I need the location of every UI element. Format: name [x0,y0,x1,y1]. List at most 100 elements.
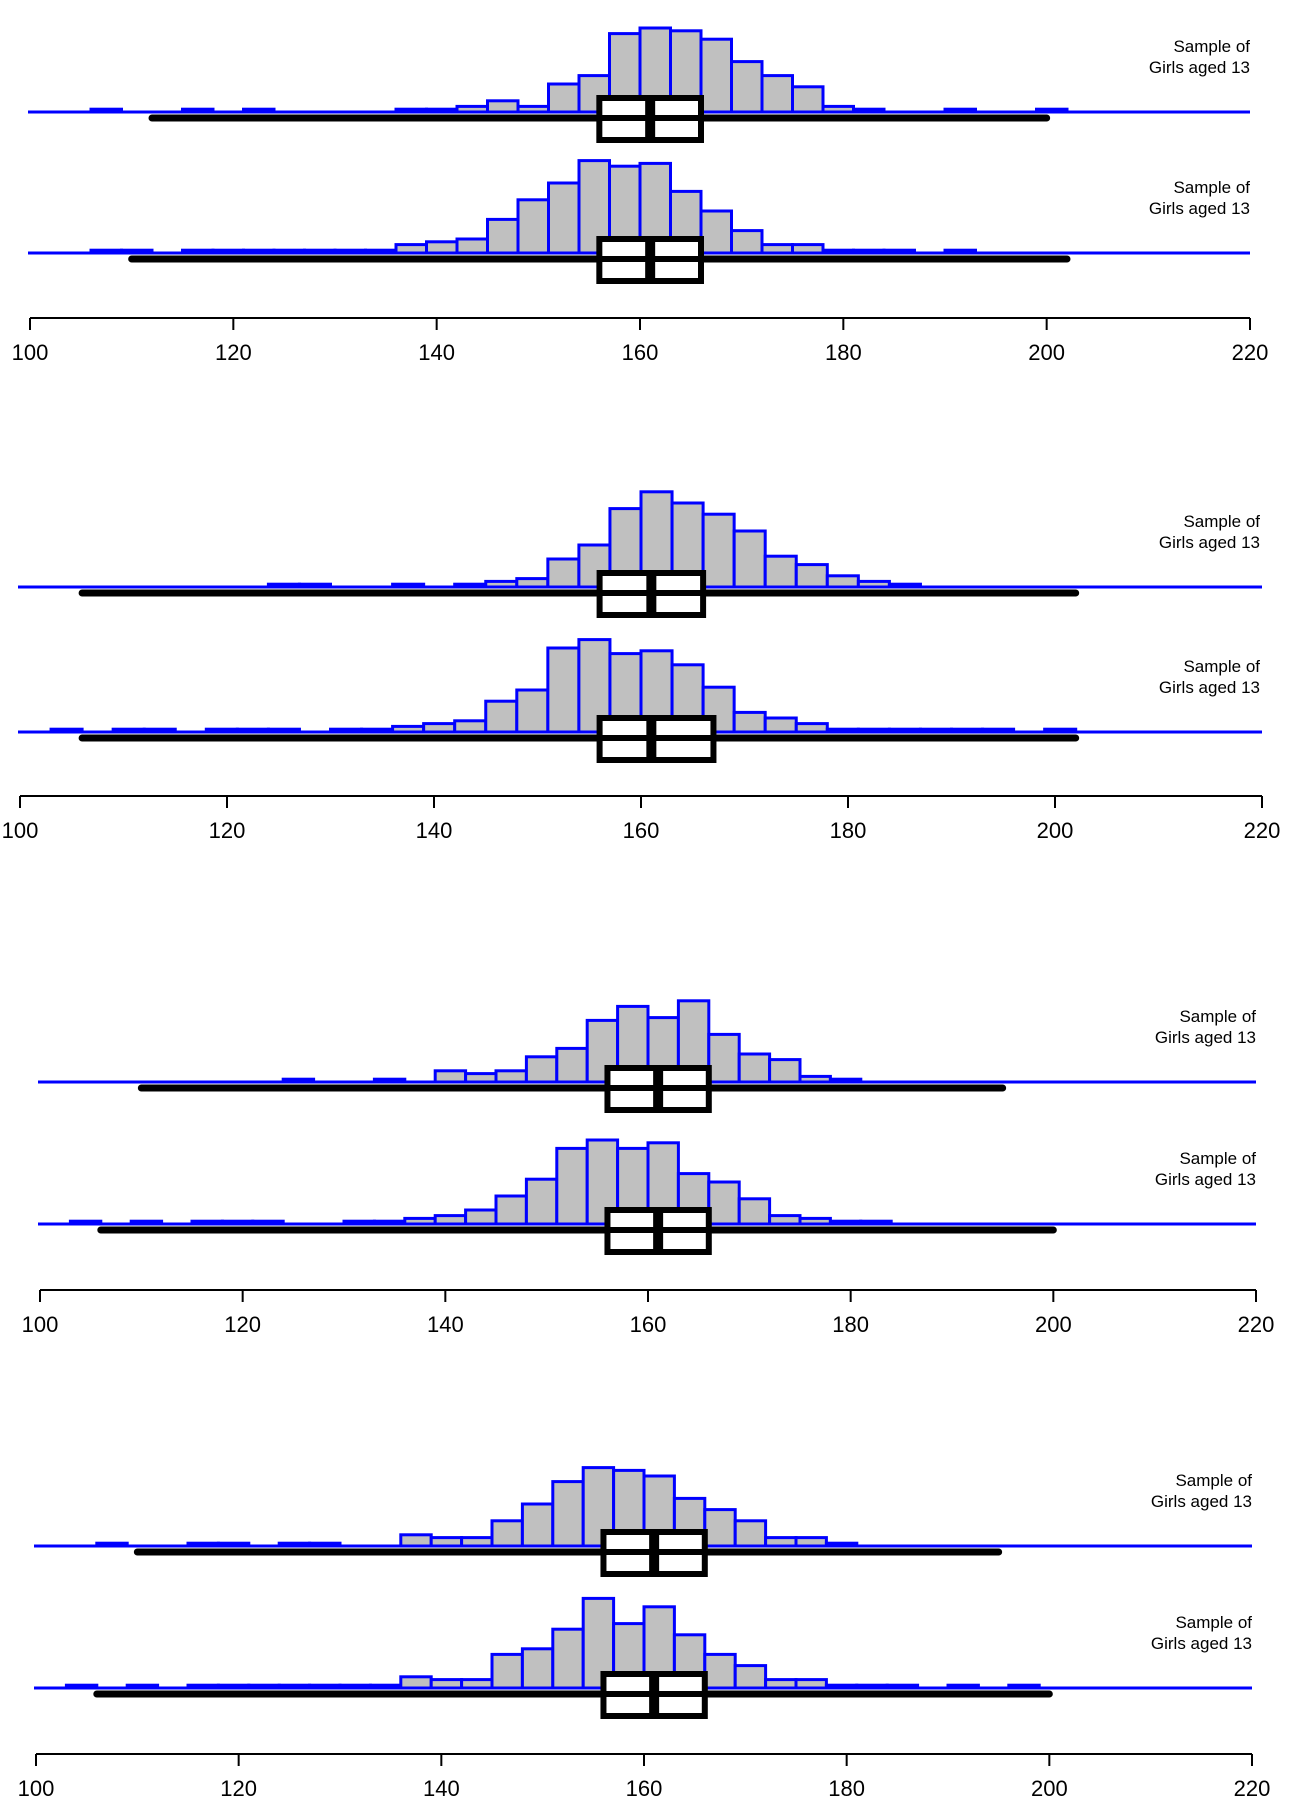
histogram-bar [490,1519,524,1548]
histogram-bar [494,1069,528,1084]
x-tick-label: 220 [1238,1312,1275,1337]
histogram-bar [547,181,581,255]
sample-label-line: Girls aged 13 [1155,1170,1256,1189]
histogram-bar [520,1647,555,1690]
sample-label-line: Sample of [1183,657,1260,676]
histogram-bar [737,1052,772,1084]
x-tick-label: 160 [622,340,659,365]
x-tick-label: 180 [828,1776,865,1801]
histogram-bar [703,1652,737,1690]
histogram-bar [699,209,733,255]
x-tick-label: 100 [22,1312,59,1337]
sample-label-line: Sample of [1179,1007,1256,1026]
histogram-bar [524,1177,559,1226]
histogram-bar [547,82,581,114]
histogram-bar [707,1032,741,1084]
x-tick-label: 120 [224,1312,261,1337]
x-tick-label: 220 [1232,340,1269,365]
x-tick-label: 100 [2,818,39,843]
x-tick-label: 140 [418,340,455,365]
histogram-bar [730,229,764,255]
sample-label-line: Girls aged 13 [1151,1492,1252,1511]
x-tick-label: 200 [1035,1312,1072,1337]
sample-label: Sample of Girls aged 13 [1151,1471,1252,1511]
histogram-bar [515,688,550,734]
x-tick-label: 180 [825,340,862,365]
sample-label-line: Sample of [1173,178,1250,197]
x-tick-label: 140 [427,1312,464,1337]
histogram-bar [733,1519,768,1548]
histogram-bar [763,716,798,734]
histogram-bar [701,512,736,589]
x-tick-label: 200 [1037,818,1074,843]
x-tick-label: 140 [416,818,453,843]
histogram-bar [425,240,459,255]
histogram-bar [825,574,860,589]
histogram-bar [551,1480,585,1548]
histogram-bar [794,563,829,589]
sample-label: Sample of Girls aged 13 [1159,512,1260,552]
histogram-bar [732,529,767,589]
sample-label: Sample of Girls aged 13 [1149,178,1250,218]
x-tick-label: 200 [1031,1776,1068,1801]
histogram-bar [516,198,550,255]
histogram-bar [546,557,581,589]
x-tick-label: 120 [220,1776,257,1801]
x-tick-label: 220 [1234,1776,1271,1801]
histogram-bar [486,99,520,114]
histogram-bar [768,1058,802,1084]
sample-label-line: Girls aged 13 [1155,1028,1256,1047]
sample-label-line: Girls aged 13 [1159,533,1260,552]
x-tick-label: 140 [423,1776,460,1801]
x-tick-label: 120 [215,340,252,365]
sample-label-line: Girls aged 13 [1149,199,1250,218]
histogram-bar [733,1664,768,1690]
histogram-bar [486,217,520,255]
histogram-bar [453,719,488,734]
sample-label: Sample of Girls aged 13 [1151,1613,1252,1653]
sample-label-line: Sample of [1173,37,1250,56]
histogram-bar [703,1508,737,1548]
histogram-bar [699,37,733,114]
histogram-bar [707,1180,741,1226]
x-tick-label: 120 [209,818,246,843]
histogram-bar [490,1652,524,1690]
histogram-bar [455,237,489,255]
sample-label-line: Girls aged 13 [1151,1634,1252,1653]
histogram-bar [763,554,798,589]
histogram-bar [433,1069,468,1084]
histogram-bar [791,85,825,114]
sample-label: Sample of Girls aged 13 [1155,1007,1256,1047]
sample-label: Sample of Girls aged 13 [1159,657,1260,697]
x-tick-label: 160 [630,1312,667,1337]
x-tick-label: 100 [12,340,49,365]
x-tick-label: 200 [1028,340,1065,365]
sample-label: Sample of Girls aged 13 [1149,37,1250,77]
histogram-bar [546,646,581,734]
x-tick-label: 180 [832,1312,869,1337]
sample-label-line: Sample of [1175,1613,1252,1632]
histogram-bar [399,1533,433,1548]
x-tick-label: 160 [626,1776,663,1801]
sample-label-line: Girls aged 13 [1149,58,1250,77]
histogram-bar [494,1194,528,1226]
histogram-bar [399,1675,433,1690]
sample-label-line: Girls aged 13 [1159,678,1260,697]
histogram-bar [732,710,767,734]
sample-label-line: Sample of [1175,1471,1252,1490]
histogram-bar [555,1146,589,1226]
sample-label-line: Sample of [1183,512,1260,531]
histogram-bar [555,1046,589,1084]
sample-label: Sample of Girls aged 13 [1155,1149,1256,1189]
sample-label-line: Sample of [1179,1149,1256,1168]
histogram-bar [551,1627,585,1690]
histogram-bar [524,1055,559,1084]
x-tick-label: 100 [18,1776,55,1801]
histogram-bar [760,74,794,114]
histogram-bar [464,1208,498,1226]
histogram-bar [520,1502,555,1548]
x-tick-label: 220 [1244,818,1281,843]
histogram-bar [737,1197,772,1226]
